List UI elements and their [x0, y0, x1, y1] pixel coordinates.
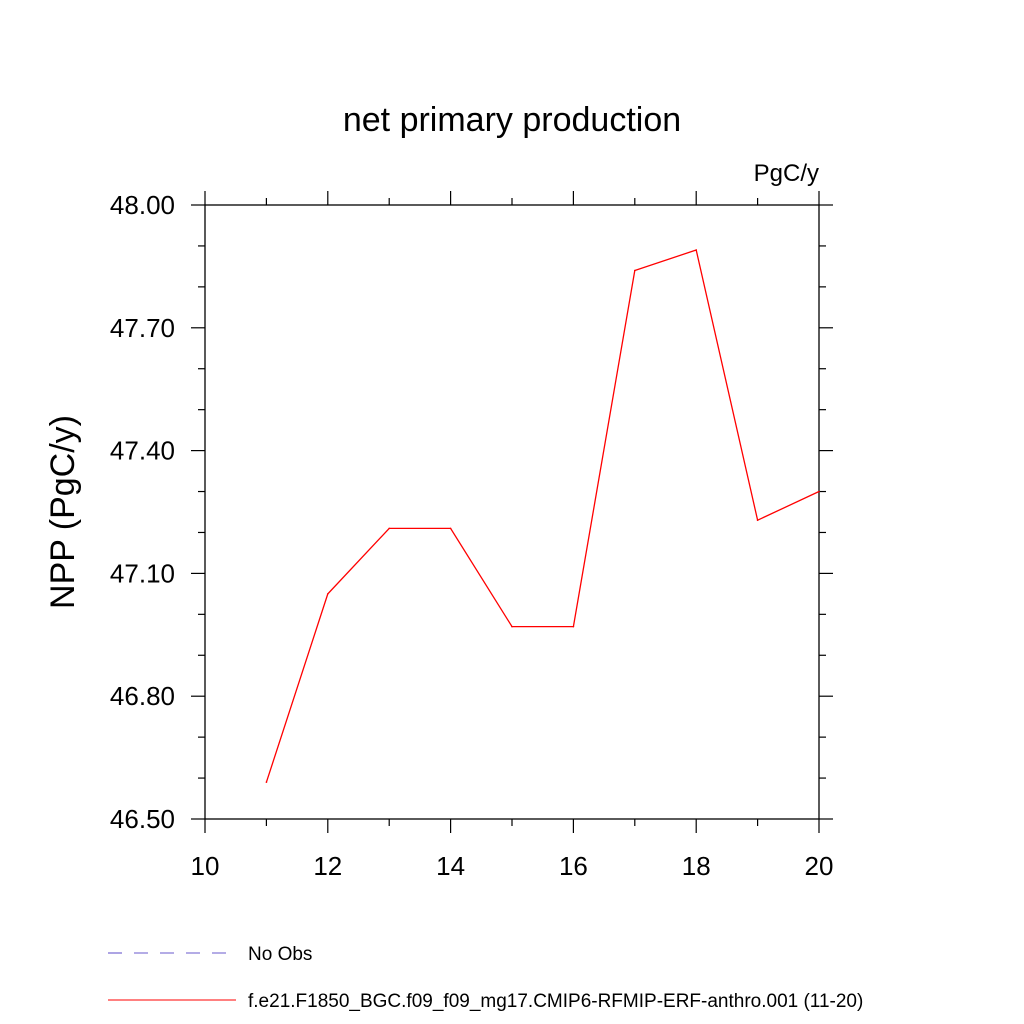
y-tick-label: 46.80 [110, 681, 175, 711]
y-tick-label: 47.40 [110, 436, 175, 466]
series-line-0 [265, 249, 820, 783]
axis-ticks [191, 191, 833, 833]
data-point [695, 249, 697, 251]
series-layer [265, 249, 820, 783]
y-axis-label: NPP (PgC/y) [44, 415, 82, 609]
chart-title: net primary production [343, 101, 681, 139]
legend: No Obs f.e21.F1850_BGC.f09_f09_mg17.CMIP6… [108, 944, 863, 1012]
x-tick-label: 12 [313, 851, 342, 881]
x-tick-label: 16 [559, 851, 588, 881]
data-point [327, 593, 329, 595]
data-point [634, 269, 636, 272]
legend-label-1: f.e21.F1850_BGC.f09_f09_mg17.CMIP6-RFMIP… [248, 991, 863, 1012]
data-point [756, 519, 759, 521]
data-point [449, 527, 452, 530]
data-point [818, 490, 820, 493]
x-tick-label: 20 [805, 851, 834, 881]
x-tick-label: 18 [682, 851, 711, 881]
y-tick-label: 47.70 [110, 313, 175, 343]
y-tick-label: 46.50 [110, 804, 175, 834]
units-label: PgC/y [754, 160, 819, 187]
x-tick-label: 14 [436, 851, 465, 881]
legend-label-0: No Obs [248, 944, 312, 965]
x-tick-label: 10 [191, 851, 220, 881]
data-point [265, 781, 268, 783]
plot-frame [204, 204, 820, 820]
y-tick-label: 47.10 [110, 558, 175, 588]
axis-tick-labels: 10 12 14 16 18 20 46.50 46.80 47.10 47.40 47.70 48.… [110, 190, 834, 881]
y-tick-label: 48.00 [110, 190, 175, 220]
data-point [511, 625, 513, 628]
data-point [572, 625, 575, 628]
data-point [388, 527, 391, 530]
